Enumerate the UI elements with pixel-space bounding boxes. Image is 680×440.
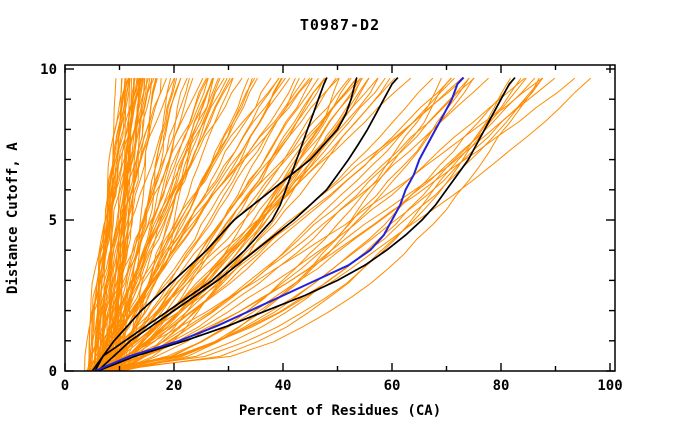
x-tick-label: 60 [384, 378, 401, 394]
ensemble-curve [107, 77, 172, 371]
ensemble-curve [105, 78, 153, 371]
x-tick-label: 100 [597, 378, 622, 394]
ensemble-curve [97, 77, 540, 371]
ensemble-curve [97, 77, 207, 371]
ensemble-curve [104, 77, 442, 371]
ensemble-curve [123, 77, 214, 371]
ensemble-curve [107, 77, 522, 371]
ensemble-curve [117, 77, 352, 371]
ensemble-curve [114, 77, 250, 371]
ensemble-curve [101, 77, 515, 371]
ensemble-curve [87, 77, 544, 371]
ensemble-curve [96, 77, 182, 371]
ensemble-curve [87, 77, 489, 371]
y-tick-label: 10 [40, 62, 57, 78]
ensemble-curve [109, 77, 363, 371]
ensemble-curve [117, 77, 337, 371]
black-curve-1 [91, 77, 328, 371]
ensemble-curve [103, 77, 452, 371]
ensemble-curve [91, 77, 470, 371]
x-tick-label: 40 [275, 378, 292, 394]
ensemble-curve [111, 77, 511, 371]
ensemble-curve [104, 77, 363, 371]
ensemble-curve [96, 77, 158, 371]
ensemble-curve [89, 78, 138, 371]
ensemble-curve [115, 77, 339, 371]
ensemble-curve [119, 78, 130, 371]
ensemble-curve [102, 77, 129, 371]
black-curve-4 [96, 77, 516, 371]
ensemble-curve [91, 77, 412, 371]
x-tick-label: 0 [61, 378, 69, 394]
x-tick-label: 80 [493, 378, 510, 394]
ensemble-curve [109, 77, 234, 371]
ensemble-curves [84, 77, 592, 371]
black-curve-3 [96, 77, 399, 371]
ensemble-curve [103, 77, 311, 371]
x-tick-label: 20 [166, 378, 183, 394]
ensemble-curve [116, 78, 146, 371]
ensemble-curve [91, 78, 131, 371]
ensemble-curve [105, 78, 131, 371]
ensemble-curve [115, 77, 396, 371]
ensemble-curve [94, 78, 144, 371]
y-tick-label: 0 [49, 364, 57, 380]
black-curve-2 [94, 77, 358, 371]
ensemble-curve [118, 77, 340, 371]
y-axis-label: Distance Cutoff, A [5, 142, 21, 294]
x-axis-label: Percent of Residues (CA) [238, 403, 442, 419]
ensemble-curve [97, 77, 280, 371]
ensemble-curve [96, 77, 379, 371]
ensemble-curve [102, 77, 296, 371]
ensemble-curve [118, 77, 214, 371]
ensemble-curve [105, 78, 162, 371]
axes [64, 64, 616, 372]
ensemble-curve [95, 77, 470, 371]
ensemble-curve [104, 77, 153, 371]
ensemble-curve [108, 77, 300, 371]
y-tick-label: 5 [49, 213, 57, 229]
ensemble-curve [85, 77, 543, 371]
ensemble-curve [95, 77, 576, 371]
tick-labels: 0 20 40 60 80 100 0 5 10 [40, 62, 623, 394]
ensemble-curve [120, 77, 556, 371]
ensemble-curve [114, 77, 370, 371]
ensemble-curve [112, 77, 194, 371]
ensemble-curve [91, 77, 592, 371]
chart-title: T0987-D2 [299, 16, 381, 34]
ensemble-curve [89, 78, 130, 371]
plot-border [64, 64, 616, 372]
ensemble-curve [99, 77, 526, 371]
blue-curve [94, 77, 464, 371]
highlighted-curves [91, 77, 516, 371]
ensemble-curve [99, 77, 231, 371]
ensemble-curve [95, 77, 463, 371]
